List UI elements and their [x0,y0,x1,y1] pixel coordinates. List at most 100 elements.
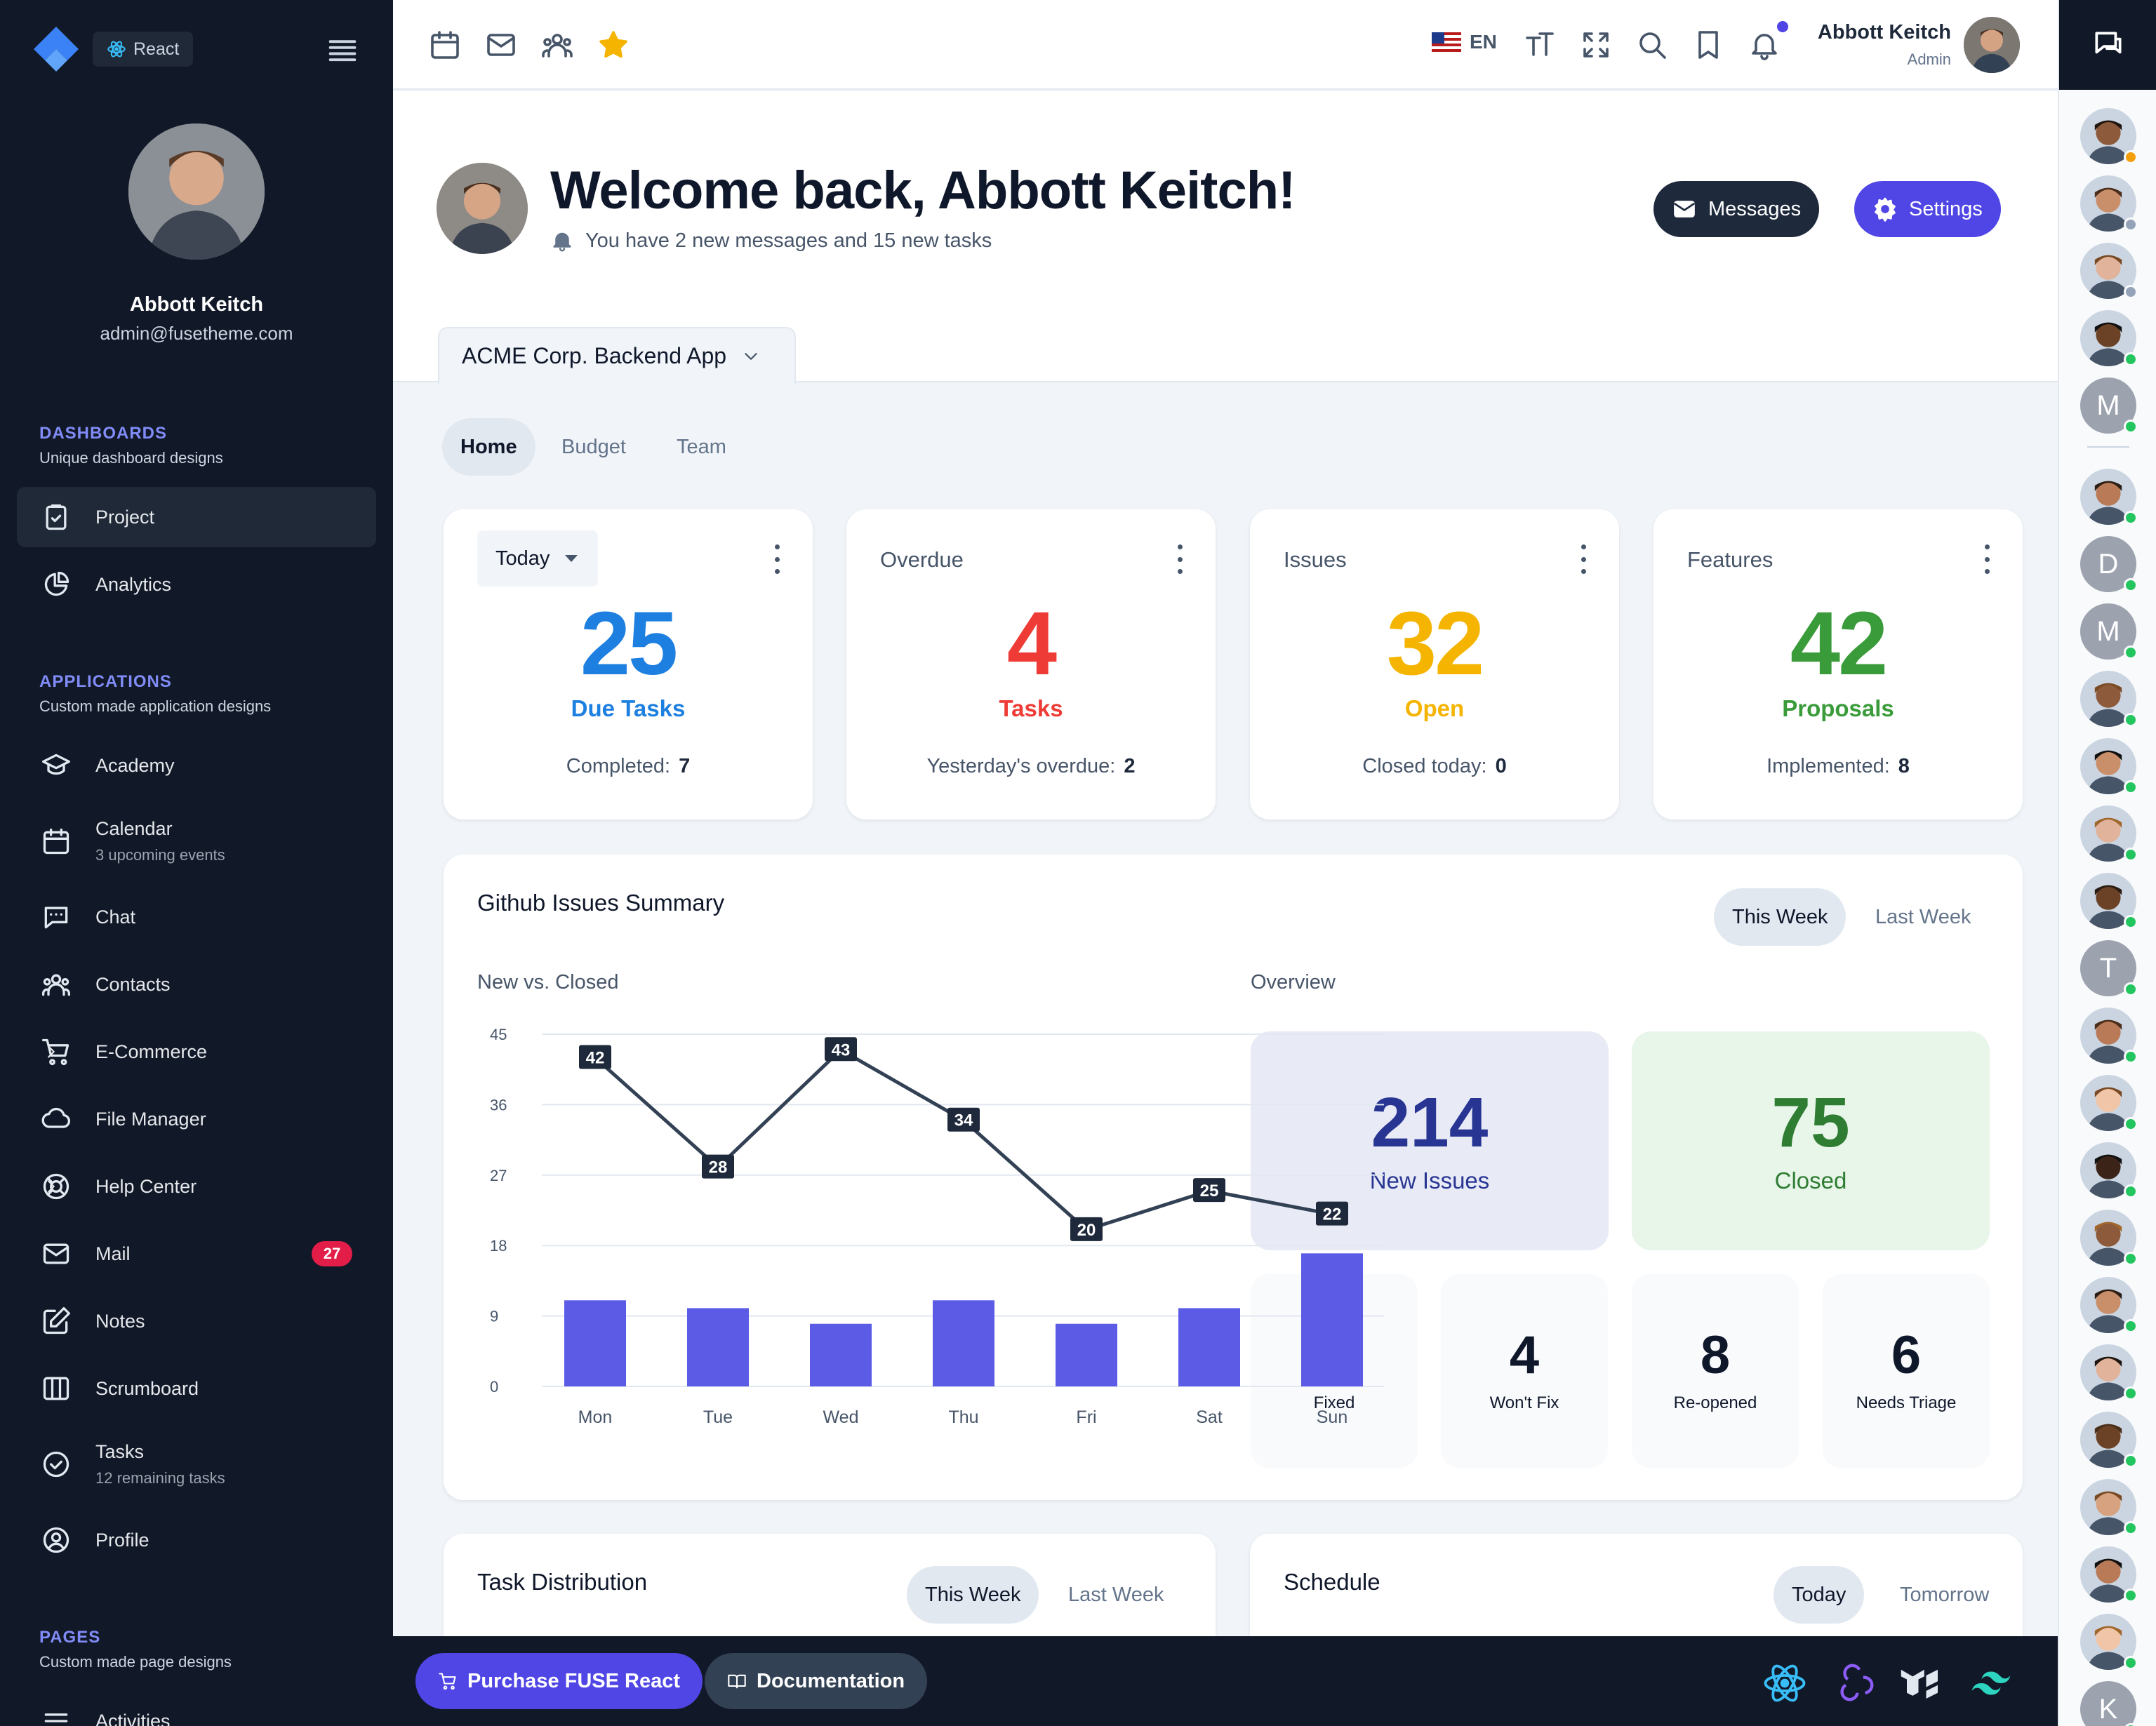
data-label-bg [1070,1217,1103,1241]
line-series [594,1048,1333,1232]
group-dashboards: DASHBOARDS Unique dashboard designs [39,424,223,467]
more-vert-icon[interactable] [1578,544,1588,574]
contacts-shortcut-icon[interactable] [540,28,574,62]
more-vert-icon[interactable] [1175,544,1185,574]
sidebar-item-activities[interactable]: Activities [17,1691,376,1726]
settings-button[interactable]: Settings [1854,181,2001,237]
this-week-toggle[interactable]: This Week [907,1566,1039,1624]
group-subtitle: Custom made page designs [39,1653,232,1671]
language-selector[interactable]: EN [1432,31,1497,53]
sidebar-item-ecommerce[interactable]: E-Commerce [17,1022,376,1082]
group-pages: PAGES Custom made page designs [39,1628,232,1671]
bar [933,1300,994,1386]
caret-down-icon [565,555,578,562]
sidebar-item-analytics[interactable]: Analytics [17,554,376,615]
react-logo-icon[interactable] [1762,1660,1808,1706]
period-label: Today [495,547,550,570]
mail-shortcut-icon[interactable] [484,28,518,62]
more-vert-icon[interactable] [1982,544,1992,574]
card-title: Schedule [1284,1569,1380,1595]
tab-budget[interactable]: Budget [561,435,626,458]
sidebar-item-contacts[interactable]: Contacts [17,954,376,1015]
contact-avatar[interactable] [2080,1614,2136,1670]
subtitle-text: You have 2 new messages and 15 new tasks [585,229,992,252]
sidebar-item-help-center[interactable]: Help Center [17,1156,376,1217]
user-circle-icon [41,1525,72,1556]
period-dropdown[interactable]: Today [477,530,598,587]
contact-avatar[interactable] [2080,1210,2136,1266]
project-selector[interactable]: ACME Corp. Backend App [438,327,796,384]
tomorrow-toggle[interactable]: Tomorrow [1900,1583,1990,1606]
kpi-label: Proposals [1782,695,1894,721]
needs-triage-value: 6 [1891,1325,1922,1385]
sidebar-item-tasks[interactable]: Tasks 12 remaining tasks [17,1434,376,1494]
bookmark-icon[interactable] [1691,28,1725,62]
contact-avatar[interactable] [2080,805,2136,862]
tab-home[interactable]: Home [442,418,535,476]
y-tick-label: 36 [490,1096,507,1113]
purchase-button[interactable]: Purchase FUSE React [415,1653,703,1709]
sidebar-item-label: Mail [95,1243,131,1264]
sidebar-item-label: File Manager [95,1108,206,1130]
messages-button[interactable]: Messages [1653,181,1820,237]
group-subtitle: Unique dashboard designs [39,449,223,467]
sidebar-item-notes[interactable]: Notes [17,1291,376,1351]
search-icon[interactable] [1635,28,1669,62]
kpi-card-overdue: Overdue 4 Tasks Yesterday's overdue: 2 [846,509,1216,819]
last-week-toggle[interactable]: Last Week [1875,905,1971,928]
font-size-icon[interactable] [1523,28,1557,62]
sidebar-item-chat[interactable]: Chat [17,887,376,947]
status-dot [2124,982,2138,996]
menu-toggle-icon[interactable] [324,31,361,67]
bell-icon [550,229,574,253]
sidebar-item-file-manager[interactable]: File Manager [17,1089,376,1149]
contact-avatar[interactable] [2080,1008,2136,1064]
contact-avatar[interactable]: M [2080,603,2136,660]
status-dot [2124,1252,2138,1266]
sidebar-item-calendar[interactable]: Calendar 3 upcoming events [17,811,376,871]
last-week-toggle[interactable]: Last Week [1068,1583,1164,1606]
sidebar-item-profile[interactable]: Profile [17,1510,376,1570]
overview-title: Overview [1251,971,1336,994]
sidebar-item-project[interactable]: Project [17,487,376,547]
chat-panel-toggle[interactable] [2059,0,2156,90]
sidebar-item-label: Help Center [95,1175,197,1197]
status-dot [2124,1454,2138,1468]
documentation-button[interactable]: Documentation [705,1653,928,1709]
topbar-user-name[interactable]: Abbott Keitch [1817,21,1951,44]
more-vert-icon[interactable] [772,544,782,574]
check-circle-icon [41,1449,72,1480]
fullscreen-icon[interactable] [1579,28,1613,62]
data-label-bg [947,1107,980,1132]
tab-team[interactable]: Team [677,435,726,458]
gear-icon [1872,196,1898,222]
kpi-footer: Completed: 7 [444,755,813,778]
mui-logo-icon[interactable] [1899,1660,1945,1706]
notification-bell-icon[interactable] [1748,28,1781,62]
this-week-toggle[interactable]: This Week [1714,888,1846,946]
redux-logo-icon[interactable] [1830,1660,1877,1706]
bar [1178,1308,1240,1386]
notification-dot [1777,21,1788,32]
pencil-square-icon [41,1306,72,1337]
user-avatar[interactable] [1964,17,2020,73]
documentation-label: Documentation [757,1669,905,1692]
new-issues-value: 214 [1371,1083,1489,1162]
kpi-value: 32 [1386,594,1484,694]
sidebar-item-scrumboard[interactable]: Scrumboard [17,1358,376,1419]
bars-icon [41,1706,72,1726]
sidebar-item-mail[interactable]: Mail 27 [17,1224,376,1284]
kpi-card-issues: Issues 32 Open Closed today: 0 [1250,509,1619,819]
sidebar-item-academy[interactable]: Academy [17,735,376,796]
today-toggle[interactable]: Today [1774,1566,1865,1624]
calendar-shortcut-icon[interactable] [428,28,462,62]
bar [810,1323,872,1386]
status-dot [2124,1386,2138,1400]
contact-avatar[interactable] [2080,873,2136,929]
needs-triage-tile: 6 Needs Triage [1823,1274,1990,1468]
data-label-bg [702,1154,734,1179]
contact-avatar[interactable]: K [2080,1681,2136,1726]
contact-avatar[interactable] [2080,108,2136,164]
star-icon[interactable] [597,28,630,62]
tailwind-logo-icon[interactable] [1968,1660,2014,1706]
